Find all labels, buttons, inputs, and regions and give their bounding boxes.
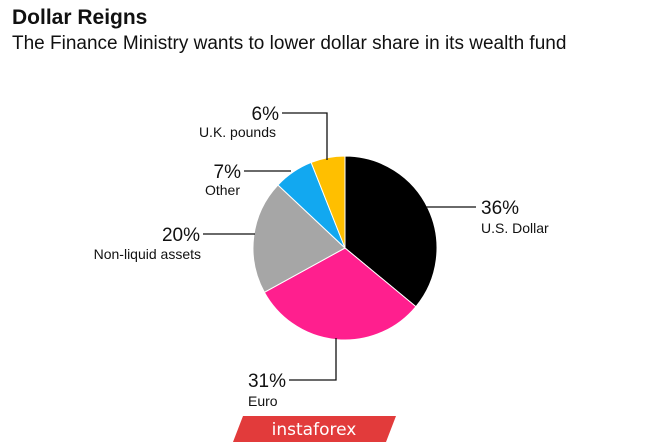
watermark-text: instaforex	[272, 420, 357, 440]
slice-label-nonliquid: Non-liquid assets	[94, 246, 201, 262]
pie-slice-nonliquid	[252, 184, 346, 293]
chart-title: Dollar Reigns	[12, 6, 147, 29]
pie-slice-usd	[344, 155, 438, 308]
slice-pct-gbp: 6%	[252, 104, 280, 125]
instaforex-watermark: instaforex	[233, 416, 396, 442]
slice-label-gbp: U.K. pounds	[199, 124, 276, 140]
slice-label-eur: Euro	[248, 393, 278, 409]
leader-line-gbp	[282, 112, 328, 160]
slice-pct-other: 7%	[214, 162, 242, 183]
watermark-banner	[233, 416, 396, 442]
pie-slice-gbp	[310, 155, 346, 249]
slice-pct-nonliquid: 20%	[162, 225, 200, 246]
leader-line-eur	[289, 338, 337, 381]
slice-pct-eur: 31%	[248, 371, 286, 392]
slice-label-usd: U.S. Dollar	[481, 220, 549, 236]
slice-label-other: Other	[205, 182, 240, 198]
slice-pct-usd: 36%	[481, 198, 519, 219]
pie-slices	[252, 155, 438, 341]
chart-subtitle: The Finance Ministry wants to lower doll…	[12, 33, 566, 54]
